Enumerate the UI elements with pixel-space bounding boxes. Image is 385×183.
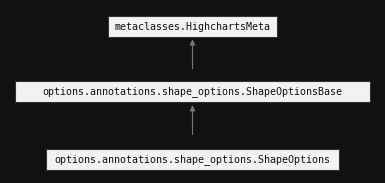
- FancyBboxPatch shape: [15, 81, 370, 102]
- Text: options.annotations.shape_options.ShapeOptionsBase: options.annotations.shape_options.ShapeO…: [42, 86, 343, 97]
- FancyBboxPatch shape: [108, 16, 277, 37]
- FancyBboxPatch shape: [46, 149, 339, 170]
- Text: metaclasses.HighchartsMeta: metaclasses.HighchartsMeta: [114, 22, 271, 31]
- Text: options.annotations.shape_options.ShapeOptions: options.annotations.shape_options.ShapeO…: [55, 154, 330, 165]
